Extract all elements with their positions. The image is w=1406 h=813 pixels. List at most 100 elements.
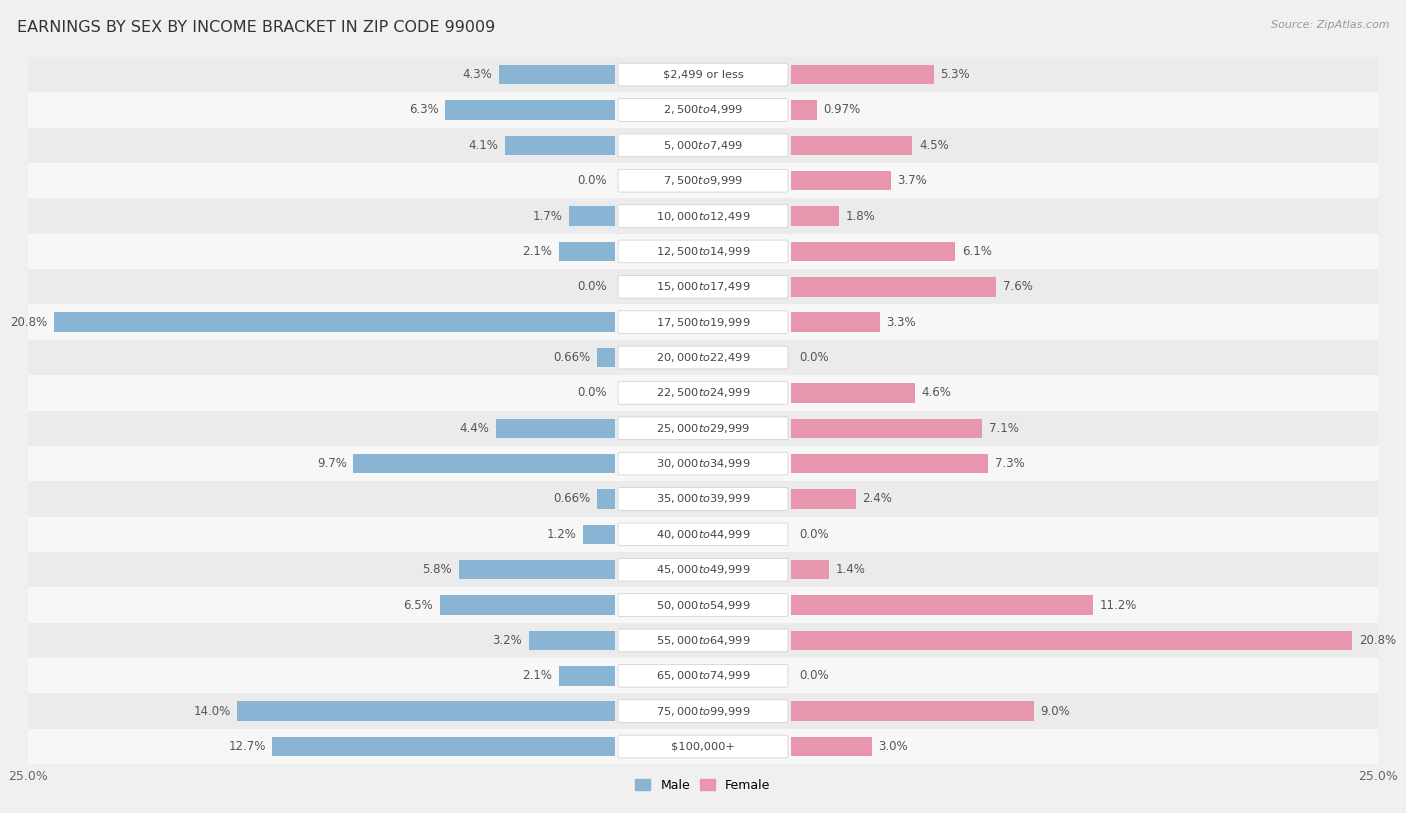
- Bar: [28, 233, 1378, 269]
- Text: 1.7%: 1.7%: [533, 210, 562, 223]
- Bar: [558, 666, 616, 685]
- FancyBboxPatch shape: [619, 629, 787, 652]
- Text: $45,000 to $49,999: $45,000 to $49,999: [655, 563, 751, 576]
- Text: 6.3%: 6.3%: [409, 103, 439, 116]
- Bar: [28, 376, 1378, 411]
- Legend: Male, Female: Male, Female: [630, 774, 776, 797]
- Text: 20.8%: 20.8%: [10, 315, 46, 328]
- Bar: [790, 489, 855, 509]
- Bar: [583, 524, 616, 544]
- Text: 0.0%: 0.0%: [578, 280, 607, 293]
- Text: 0.0%: 0.0%: [799, 669, 828, 682]
- Bar: [440, 595, 616, 615]
- Text: 7.6%: 7.6%: [1002, 280, 1032, 293]
- Text: $5,000 to $7,499: $5,000 to $7,499: [664, 139, 742, 152]
- Bar: [458, 560, 616, 580]
- Text: $35,000 to $39,999: $35,000 to $39,999: [655, 493, 751, 506]
- Bar: [28, 340, 1378, 375]
- Text: 9.7%: 9.7%: [316, 457, 347, 470]
- FancyBboxPatch shape: [619, 311, 787, 333]
- Bar: [598, 489, 616, 509]
- Text: $30,000 to $34,999: $30,000 to $34,999: [655, 457, 751, 470]
- Text: 1.4%: 1.4%: [835, 563, 865, 576]
- Text: 12.7%: 12.7%: [228, 740, 266, 753]
- Bar: [790, 136, 912, 155]
- Text: 5.3%: 5.3%: [941, 68, 970, 81]
- Text: 14.0%: 14.0%: [194, 705, 231, 718]
- Bar: [790, 702, 1033, 721]
- Text: $12,500 to $14,999: $12,500 to $14,999: [655, 245, 751, 258]
- Text: 0.97%: 0.97%: [824, 103, 860, 116]
- FancyBboxPatch shape: [619, 134, 787, 157]
- Text: 0.0%: 0.0%: [578, 174, 607, 187]
- Text: $65,000 to $74,999: $65,000 to $74,999: [655, 669, 751, 682]
- Bar: [28, 517, 1378, 552]
- Bar: [790, 595, 1092, 615]
- FancyBboxPatch shape: [619, 346, 787, 369]
- Text: 0.66%: 0.66%: [554, 351, 591, 364]
- Bar: [790, 100, 817, 120]
- Text: 0.0%: 0.0%: [799, 351, 828, 364]
- Bar: [238, 702, 616, 721]
- Bar: [28, 198, 1378, 234]
- Bar: [499, 65, 616, 85]
- Text: 0.0%: 0.0%: [799, 528, 828, 541]
- FancyBboxPatch shape: [619, 98, 787, 121]
- Text: 4.4%: 4.4%: [460, 422, 489, 435]
- FancyBboxPatch shape: [619, 169, 787, 192]
- Bar: [790, 312, 880, 332]
- FancyBboxPatch shape: [619, 700, 787, 723]
- Text: 7.3%: 7.3%: [994, 457, 1025, 470]
- Bar: [598, 348, 616, 367]
- FancyBboxPatch shape: [619, 735, 787, 758]
- Bar: [790, 419, 983, 438]
- Bar: [28, 269, 1378, 304]
- Text: 3.2%: 3.2%: [492, 634, 522, 647]
- Text: 9.0%: 9.0%: [1040, 705, 1070, 718]
- FancyBboxPatch shape: [619, 559, 787, 581]
- Text: $7,500 to $9,999: $7,500 to $9,999: [664, 174, 742, 187]
- Text: $22,500 to $24,999: $22,500 to $24,999: [655, 386, 751, 399]
- FancyBboxPatch shape: [619, 593, 787, 616]
- FancyBboxPatch shape: [619, 240, 787, 263]
- Text: $100,000+: $100,000+: [671, 741, 735, 751]
- Text: 6.5%: 6.5%: [404, 598, 433, 611]
- Bar: [353, 454, 616, 473]
- Text: $15,000 to $17,499: $15,000 to $17,499: [655, 280, 751, 293]
- Bar: [790, 383, 915, 402]
- FancyBboxPatch shape: [619, 664, 787, 687]
- Text: $2,500 to $4,999: $2,500 to $4,999: [664, 103, 742, 116]
- Bar: [28, 92, 1378, 128]
- Text: 3.0%: 3.0%: [879, 740, 908, 753]
- Text: $2,499 or less: $2,499 or less: [662, 70, 744, 80]
- Bar: [28, 552, 1378, 587]
- Text: EARNINGS BY SEX BY INCOME BRACKET IN ZIP CODE 99009: EARNINGS BY SEX BY INCOME BRACKET IN ZIP…: [17, 20, 495, 35]
- Text: $25,000 to $29,999: $25,000 to $29,999: [655, 422, 751, 435]
- Bar: [28, 128, 1378, 163]
- Text: 5.8%: 5.8%: [422, 563, 451, 576]
- Text: $10,000 to $12,499: $10,000 to $12,499: [655, 210, 751, 223]
- Bar: [790, 631, 1353, 650]
- Text: 6.1%: 6.1%: [962, 245, 993, 258]
- Bar: [28, 693, 1378, 729]
- Bar: [790, 241, 956, 261]
- Text: $55,000 to $64,999: $55,000 to $64,999: [655, 634, 751, 647]
- Bar: [790, 277, 995, 297]
- Text: 4.6%: 4.6%: [922, 386, 952, 399]
- Bar: [28, 659, 1378, 693]
- FancyBboxPatch shape: [619, 381, 787, 404]
- Text: 3.3%: 3.3%: [887, 315, 917, 328]
- Bar: [790, 65, 934, 85]
- Text: 4.3%: 4.3%: [463, 68, 492, 81]
- Bar: [558, 241, 616, 261]
- Bar: [53, 312, 616, 332]
- Text: $17,500 to $19,999: $17,500 to $19,999: [655, 315, 751, 328]
- Text: $20,000 to $22,499: $20,000 to $22,499: [655, 351, 751, 364]
- Bar: [273, 737, 616, 756]
- FancyBboxPatch shape: [619, 523, 787, 546]
- Bar: [790, 171, 890, 190]
- Text: 4.5%: 4.5%: [920, 139, 949, 152]
- Bar: [28, 163, 1378, 198]
- Bar: [28, 729, 1378, 764]
- Text: 0.66%: 0.66%: [554, 493, 591, 506]
